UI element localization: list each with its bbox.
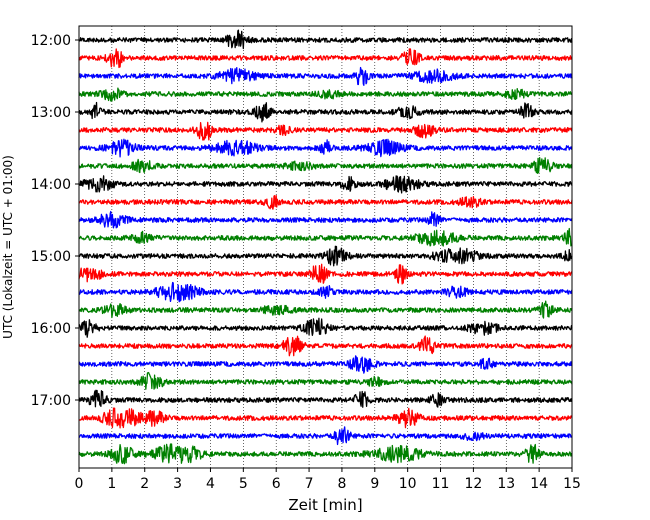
trace-line	[78, 48, 573, 69]
trace-line	[78, 389, 573, 408]
x-tick-label: 15	[563, 476, 581, 492]
y-axis: 12:00 13:00 14:00 15:00 16:00 17:00	[31, 33, 79, 409]
x-axis-label: Zeit [min]	[288, 496, 362, 514]
x-tick-label: 1	[107, 476, 116, 492]
x-tick-label: 3	[173, 476, 182, 492]
x-tick-label: 7	[305, 476, 314, 492]
trace-line	[78, 87, 573, 102]
x-axis: 0 1 2 3 4 5 6 7 8 9 10 11 12 13 14 15	[75, 468, 581, 492]
trace-line	[78, 194, 573, 210]
x-tick-label: 14	[530, 476, 548, 492]
x-tick-label: 5	[239, 476, 248, 492]
y-tick-label: 16:00	[31, 321, 71, 337]
y-tick-label: 13:00	[31, 105, 71, 121]
x-tick-label: 6	[272, 476, 281, 492]
trace-line	[78, 175, 573, 194]
trace-line	[78, 157, 573, 174]
x-tick-label: 9	[370, 476, 379, 492]
trace-line	[78, 443, 573, 465]
trace-line	[78, 407, 573, 429]
trace-line	[78, 138, 573, 158]
plot-frame	[78, 25, 573, 469]
trace-line	[78, 29, 573, 50]
trace-line	[78, 335, 573, 357]
y-axis-label: UTC (Lokalzeit = UTC + 01:00)	[1, 155, 15, 339]
x-tick-label: 8	[337, 476, 346, 492]
trace-line	[78, 300, 573, 319]
trace-line	[78, 263, 573, 285]
x-tick-label: 2	[140, 476, 149, 492]
x-tick-label: 11	[432, 476, 450, 492]
x-tick-label: 12	[464, 476, 482, 492]
trace-line	[78, 245, 573, 267]
y-tick-label: 17:00	[31, 393, 71, 409]
x-tick-label: 13	[497, 476, 515, 492]
trace-line	[78, 66, 573, 86]
x-tick-label: 4	[206, 476, 215, 492]
trace-line	[78, 371, 573, 390]
x-tick-label: 0	[75, 476, 84, 492]
y-tick-label: 15:00	[31, 249, 71, 265]
trace-line	[78, 281, 573, 303]
trace-line	[78, 426, 573, 446]
trace-line	[78, 355, 573, 374]
trace-line	[78, 210, 573, 229]
x-tick-label: 10	[399, 476, 417, 492]
trace-line	[78, 101, 573, 123]
trace-line	[78, 317, 573, 338]
traces-layer	[78, 29, 573, 465]
y-tick-label: 14:00	[31, 177, 71, 193]
trace-line	[78, 227, 573, 247]
y-tick-label: 12:00	[31, 33, 71, 49]
trace-line	[78, 121, 573, 141]
